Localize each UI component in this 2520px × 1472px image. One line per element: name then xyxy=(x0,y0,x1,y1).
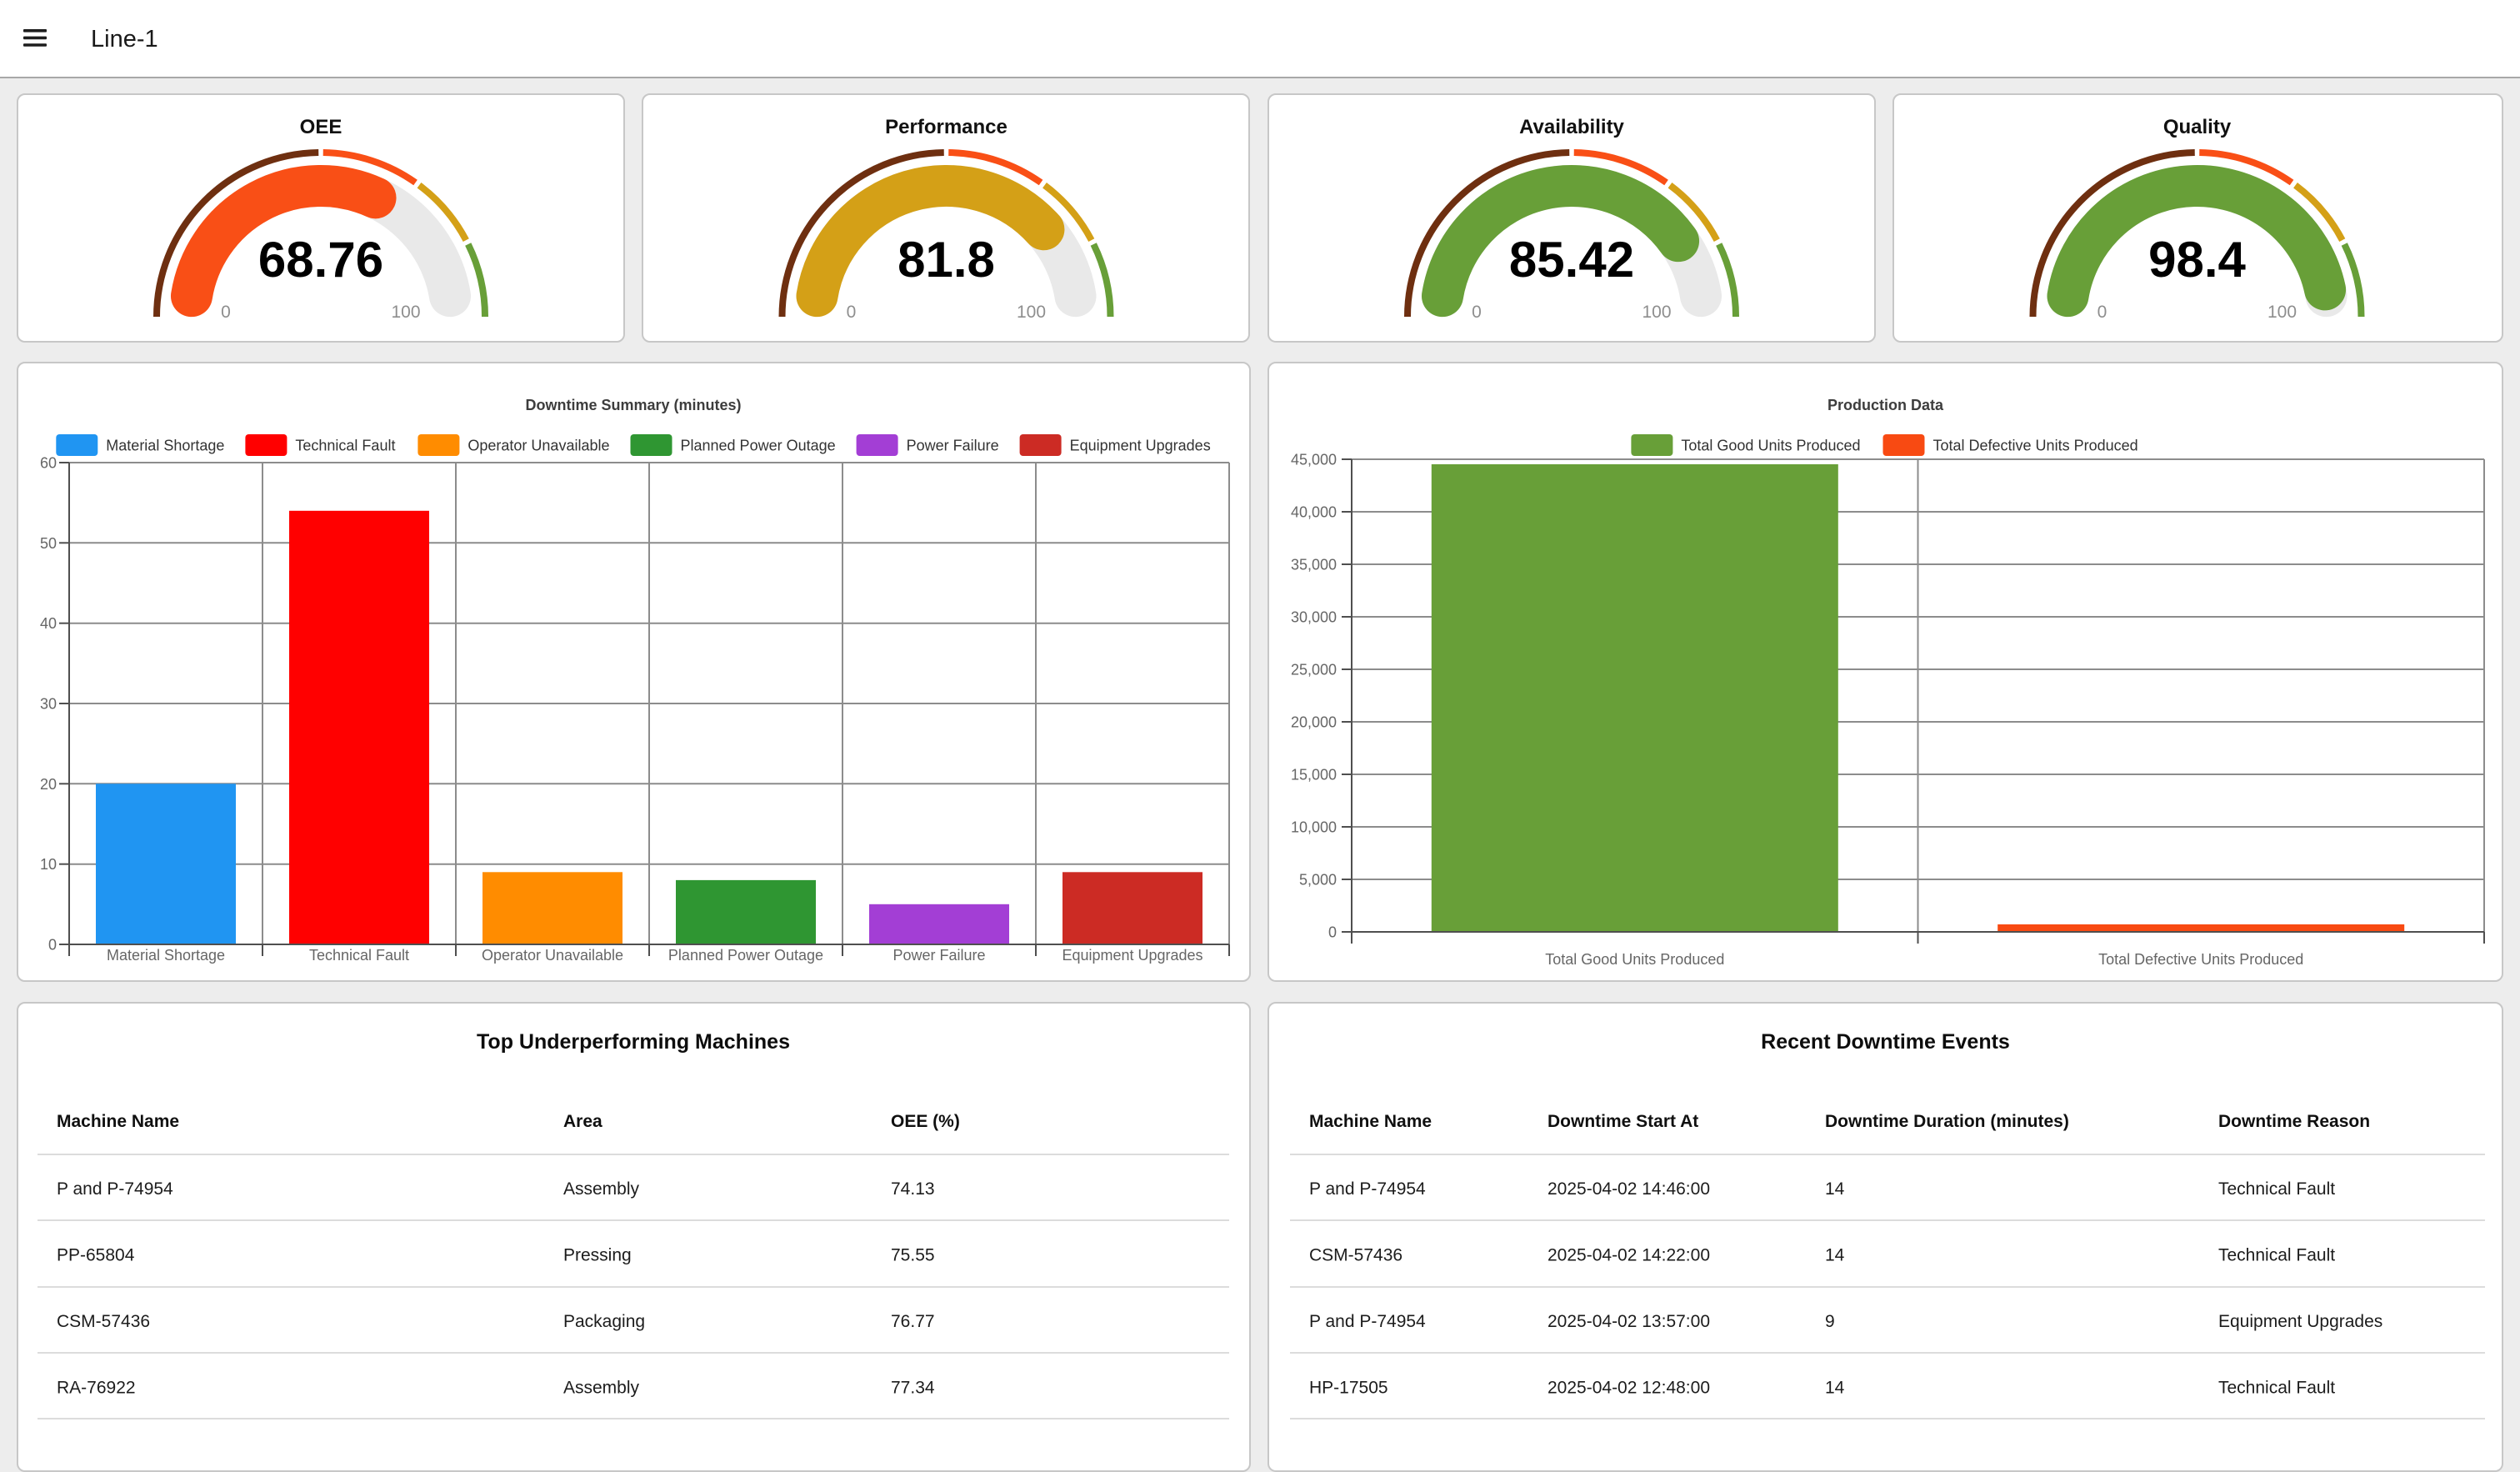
svg-text:30,000: 30,000 xyxy=(1291,609,1337,626)
svg-text:CSM-57436: CSM-57436 xyxy=(57,1312,150,1331)
svg-text:Downtime Summary (minutes): Downtime Summary (minutes) xyxy=(525,397,741,413)
svg-text:Operator Unavailable: Operator Unavailable xyxy=(482,947,623,964)
svg-text:40: 40 xyxy=(40,615,57,632)
svg-text:20: 20 xyxy=(40,776,57,793)
svg-text:74.13: 74.13 xyxy=(891,1179,935,1199)
svg-text:Production Data: Production Data xyxy=(1828,397,1944,413)
svg-text:P and P-74954: P and P-74954 xyxy=(1309,1312,1426,1331)
svg-text:Planned Power Outage: Planned Power Outage xyxy=(681,438,836,454)
svg-text:RA-76922: RA-76922 xyxy=(57,1379,136,1398)
svg-text:14: 14 xyxy=(1825,1179,1845,1199)
svg-text:0: 0 xyxy=(847,303,857,322)
svg-text:5,000: 5,000 xyxy=(1299,872,1337,889)
svg-text:76.77: 76.77 xyxy=(891,1312,935,1331)
svg-text:10,000: 10,000 xyxy=(1291,819,1337,836)
svg-text:15,000: 15,000 xyxy=(1291,767,1337,784)
svg-text:0: 0 xyxy=(48,937,57,954)
svg-text:81.8: 81.8 xyxy=(898,232,995,288)
svg-text:Technical Fault: Technical Fault xyxy=(295,438,395,454)
svg-text:40,000: 40,000 xyxy=(1291,504,1337,521)
svg-text:77.34: 77.34 xyxy=(891,1379,935,1398)
svg-text:14: 14 xyxy=(1825,1379,1845,1398)
svg-text:2025-04-02 13:57:00: 2025-04-02 13:57:00 xyxy=(1548,1312,1710,1331)
svg-text:Availability: Availability xyxy=(1519,116,1624,138)
svg-text:98.4: 98.4 xyxy=(2148,232,2246,288)
svg-text:2025-04-02 14:22:00: 2025-04-02 14:22:00 xyxy=(1548,1246,1710,1265)
svg-text:Total Defective Units Produced: Total Defective Units Produced xyxy=(1933,438,2138,454)
svg-text:35,000: 35,000 xyxy=(1291,557,1337,573)
svg-text:OEE: OEE xyxy=(300,116,342,138)
svg-text:2025-04-02 14:46:00: 2025-04-02 14:46:00 xyxy=(1548,1179,1710,1199)
svg-text:OEE (%): OEE (%) xyxy=(891,1112,960,1131)
svg-text:HP-17505: HP-17505 xyxy=(1309,1379,1388,1398)
svg-text:100: 100 xyxy=(391,303,420,322)
svg-text:0: 0 xyxy=(2098,303,2108,322)
svg-text:100: 100 xyxy=(1017,303,1046,322)
svg-text:Material Shortage: Material Shortage xyxy=(106,438,224,454)
svg-text:Total Good Units Produced: Total Good Units Produced xyxy=(1545,951,1724,968)
svg-text:Recent Downtime Events: Recent Downtime Events xyxy=(1761,1030,2010,1054)
svg-text:Technical Fault: Technical Fault xyxy=(2218,1179,2335,1199)
svg-text:Operator Unavailable: Operator Unavailable xyxy=(468,438,609,454)
svg-text:100: 100 xyxy=(1642,303,1671,322)
svg-text:Machine Name: Machine Name xyxy=(1309,1112,1432,1131)
svg-text:Performance: Performance xyxy=(885,116,1008,138)
svg-text:P and P-74954: P and P-74954 xyxy=(57,1179,173,1199)
svg-text:Assembly: Assembly xyxy=(563,1179,640,1199)
svg-text:Top Underperforming Machines: Top Underperforming Machines xyxy=(477,1030,790,1054)
svg-text:Quality: Quality xyxy=(2163,116,2232,138)
svg-text:Equipment Upgrades: Equipment Upgrades xyxy=(2218,1312,2382,1331)
svg-text:Machine Name: Machine Name xyxy=(57,1112,179,1131)
svg-text:30: 30 xyxy=(40,696,57,713)
svg-text:Line-1: Line-1 xyxy=(91,26,158,53)
svg-text:60: 60 xyxy=(40,455,57,472)
svg-text:Packaging: Packaging xyxy=(563,1312,645,1331)
svg-text:PP-65804: PP-65804 xyxy=(57,1246,135,1265)
svg-text:2025-04-02 12:48:00: 2025-04-02 12:48:00 xyxy=(1548,1379,1710,1398)
svg-text:Technical Fault: Technical Fault xyxy=(2218,1379,2335,1398)
svg-text:Power Failure: Power Failure xyxy=(892,947,985,964)
svg-text:Assembly: Assembly xyxy=(563,1379,640,1398)
svg-text:0: 0 xyxy=(1472,303,1482,322)
svg-text:14: 14 xyxy=(1825,1246,1845,1265)
svg-text:Equipment Upgrades: Equipment Upgrades xyxy=(1062,947,1202,964)
svg-text:Area: Area xyxy=(563,1112,602,1131)
svg-text:Total Defective Units Produced: Total Defective Units Produced xyxy=(2098,951,2303,968)
svg-text:50: 50 xyxy=(40,535,57,552)
svg-text:85.42: 85.42 xyxy=(1509,232,1634,288)
svg-text:0: 0 xyxy=(221,303,231,322)
svg-text:Downtime Start At: Downtime Start At xyxy=(1548,1112,1698,1131)
svg-text:10: 10 xyxy=(40,856,57,873)
svg-text:Equipment Upgrades: Equipment Upgrades xyxy=(1070,438,1211,454)
svg-text:75.55: 75.55 xyxy=(891,1246,935,1265)
svg-text:Technical Fault: Technical Fault xyxy=(2218,1246,2335,1265)
svg-text:Downtime Reason: Downtime Reason xyxy=(2218,1112,2370,1131)
svg-text:Material Shortage: Material Shortage xyxy=(107,947,225,964)
svg-text:68.76: 68.76 xyxy=(258,232,383,288)
svg-text:Planned Power Outage: Planned Power Outage xyxy=(668,947,823,964)
svg-text:9: 9 xyxy=(1825,1312,1835,1331)
svg-text:Power Failure: Power Failure xyxy=(907,438,999,454)
svg-text:Downtime Duration (minutes): Downtime Duration (minutes) xyxy=(1825,1112,2069,1131)
svg-text:Total Good Units Produced: Total Good Units Produced xyxy=(1681,438,1860,454)
svg-text:P and P-74954: P and P-74954 xyxy=(1309,1179,1426,1199)
svg-text:20,000: 20,000 xyxy=(1291,714,1337,731)
svg-text:100: 100 xyxy=(2268,303,2297,322)
svg-text:45,000: 45,000 xyxy=(1291,452,1337,468)
svg-text:0: 0 xyxy=(1328,924,1337,941)
svg-text:Technical Fault: Technical Fault xyxy=(309,947,409,964)
svg-text:25,000: 25,000 xyxy=(1291,662,1337,678)
svg-text:Pressing: Pressing xyxy=(563,1246,632,1265)
svg-text:CSM-57436: CSM-57436 xyxy=(1309,1246,1402,1265)
